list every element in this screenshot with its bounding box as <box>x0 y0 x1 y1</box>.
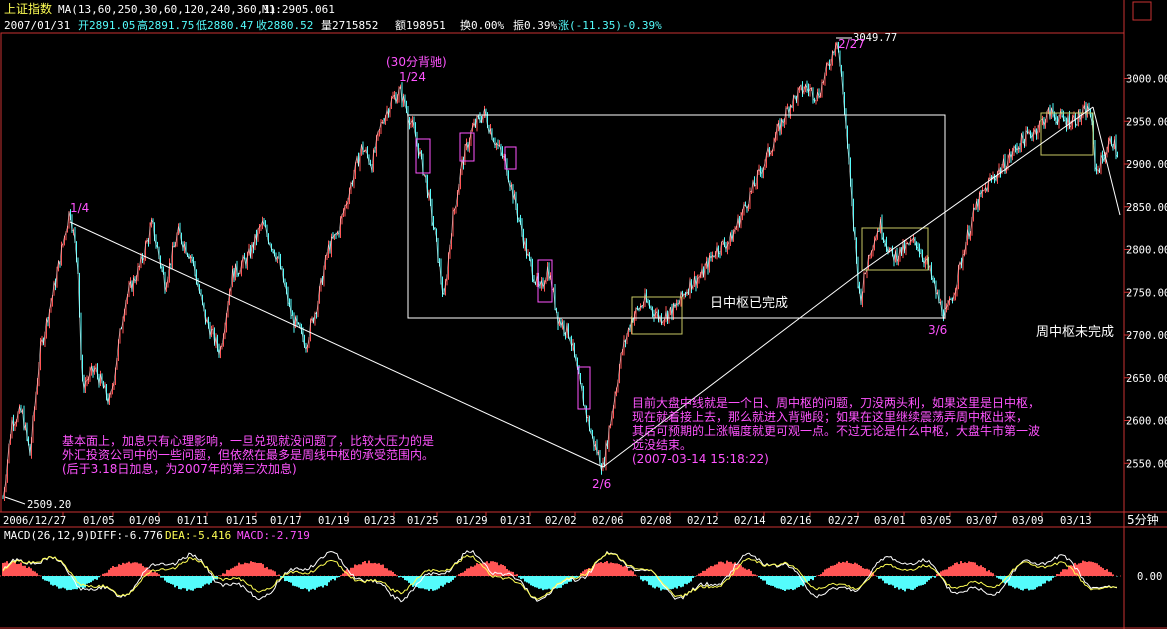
price-tick-label: 3000.00 <box>1126 74 1167 86</box>
price-tick-label: 2600.00 <box>1126 416 1167 428</box>
date-tick-label: 02/08 <box>640 515 672 527</box>
date-tick-label: 01/17 <box>270 515 302 527</box>
note-right-5: (2007-03-14 15:18:22) <box>632 452 769 466</box>
trend-line-down <box>1092 106 1121 216</box>
label-3-6: 3/6 <box>928 323 947 337</box>
date-tick-label: 03/01 <box>874 515 906 527</box>
macd-value: MACD:-2.719 <box>237 529 310 542</box>
quote-amount: 额198951 <box>395 19 446 32</box>
trend-line-down <box>69 221 604 468</box>
trend-line-up <box>602 270 863 468</box>
macd-label: MACD(26,12,9) <box>4 529 90 542</box>
index-title: 上证指数 <box>4 1 52 16</box>
note-left-2: 外汇投资公司中的一些问题，但依然在最多是周线中枢的承受范围内。 <box>62 447 434 462</box>
ma-label: MA(13,60,250,30,60,120,240,360,1) <box>58 3 277 16</box>
center-boxes <box>69 106 1121 468</box>
pivot-box <box>537 259 553 303</box>
date-tick-label: 02/14 <box>734 515 766 527</box>
daily-center-label: 日中枢已完成 <box>710 296 788 311</box>
note-right-4: 远没结束。 <box>632 437 692 452</box>
quote-high: 高2891.75 <box>137 18 194 32</box>
date-tick-label: 2006/12/27 <box>3 515 66 527</box>
ma-line <box>2 41 1118 499</box>
quote-amplitude: 振0.39% <box>513 18 557 32</box>
label-2-27: 2/27 <box>838 37 865 51</box>
quote-open: 开2891.05 <box>78 19 135 32</box>
pivot-box <box>504 146 517 170</box>
quote-date: 2007/01/31 <box>4 19 70 32</box>
date-tick-label: 01/19 <box>318 515 350 527</box>
date-tick-label: 03/07 <box>966 515 998 527</box>
date-tick-label: 02/16 <box>780 515 812 527</box>
sub-center-box <box>631 296 683 335</box>
date-tick-label: 01/09 <box>129 515 161 527</box>
weekly-center-label: 周中枢未完成 <box>1036 325 1114 340</box>
macd-lines <box>2 549 1118 603</box>
note-right-3: 其后可预期的上涨幅度就更可观一点。不过无论是什么中枢，大盘牛市第一波 <box>632 423 1040 438</box>
date-tick-label: 03/13 <box>1060 515 1092 527</box>
trend-line-up <box>861 106 1094 272</box>
note-right-2: 现在就着接上去，那么就进入背驰段；如果在这里继续震荡弄周中枢出来， <box>632 409 1028 424</box>
date-tick-label: 01/31 <box>500 515 532 527</box>
label-1-24: 1/24 <box>399 70 426 84</box>
quote-volume: 量2715852 <box>321 19 378 32</box>
daily-center-box <box>407 114 946 319</box>
macd-diff: DIFF:-6.776 <box>90 529 163 542</box>
label-1-4: 1/4 <box>70 201 89 215</box>
pivot-box <box>415 138 431 174</box>
price-axis: 3000.00 2950.00 2900.00 2850.00 2800.00 2750.… <box>1124 74 1167 470</box>
date-tick-label: 01/25 <box>407 515 439 527</box>
price-tick-label: 2950.00 <box>1126 116 1167 128</box>
diff-line <box>2 549 1118 603</box>
price-tick-label: 2700.00 <box>1126 330 1167 342</box>
macd-dea: DEA:-5.416 <box>165 529 231 542</box>
candles <box>2 41 1118 502</box>
label-2-6: 2/6 <box>592 477 611 491</box>
price-tick-label: 2550.00 <box>1126 458 1167 470</box>
price-tick-label: 2850.00 <box>1126 202 1167 214</box>
quote-change: 涨(-11.35)-0.39% <box>558 19 662 32</box>
note-left-3: (后于3.18日加息，为2007年的第三次加息) <box>62 461 297 476</box>
label-high-price: 3049.77 <box>853 32 897 44</box>
sub-center-box <box>1040 112 1094 156</box>
date-tick-label: 01/05 <box>83 515 115 527</box>
price-tick-label: 2750.00 <box>1126 287 1167 299</box>
pivot-box <box>577 366 591 410</box>
quote-turnover: 换0.00% <box>460 18 504 32</box>
low-price-pointer <box>4 496 26 505</box>
date-tick-label: 01/29 <box>456 515 488 527</box>
macd-histogram <box>2 560 1118 592</box>
quote-low: 低2880.47 <box>196 19 253 32</box>
date-tick-label: 01/11 <box>177 515 209 527</box>
sub-center-box <box>861 227 929 271</box>
date-tick-label: 02/12 <box>687 515 719 527</box>
date-tick-label: 02/02 <box>545 515 577 527</box>
dea-line <box>2 551 1118 600</box>
date-axis: 2006/12/27 01/05 01/09 01/11 01/15 01/17 01/19… <box>3 512 1092 527</box>
label-30min: (30分背驰) <box>386 55 447 69</box>
date-tick-label: 01/15 <box>226 515 258 527</box>
price-tick-label: 2900.00 <box>1126 159 1167 171</box>
macd-zero-tick: 0.00 <box>1137 571 1162 583</box>
quote-close: 收2880.52 <box>256 18 313 32</box>
ma-value: M1:2905.061 <box>262 3 335 16</box>
price-tick-label: 2650.00 <box>1126 373 1167 385</box>
top-right-button[interactable] <box>1132 1 1152 21</box>
date-tick-label: 03/09 <box>1012 515 1044 527</box>
price-tick-label: 2800.00 <box>1126 245 1167 257</box>
note-left-1: 基本面上，加息只有心理影响，一旦兑现就没问题了，比较大压力的是 <box>62 433 434 448</box>
date-tick-label: 03/05 <box>920 515 952 527</box>
period-label[interactable]: 5分钟 <box>1127 512 1159 527</box>
label-low-price: 2509.20 <box>27 499 71 511</box>
date-tick-label: 02/27 <box>828 515 860 527</box>
date-tick-label: 02/06 <box>592 515 624 527</box>
pivot-box <box>459 132 475 162</box>
date-tick-label: 01/23 <box>364 515 396 527</box>
note-right-1: 目前大盘中线就是一个日、周中枢的问题，刀没两头利，如果这里是日中枢， <box>632 395 1040 410</box>
